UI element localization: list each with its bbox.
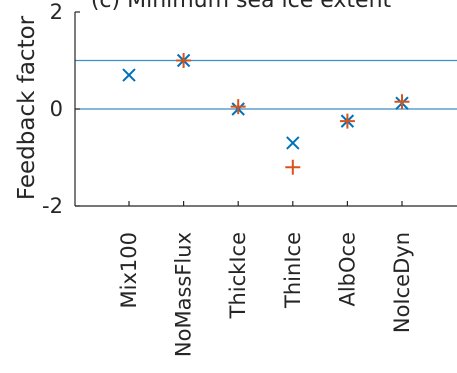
data-point-plus-marker: [285, 159, 301, 175]
data-point-plus-marker: [339, 113, 355, 129]
x-category-label: ThickIce: [226, 232, 250, 319]
x-category-label: ThinIce: [281, 232, 305, 309]
chart-title: (c) Minimum sea ice extent: [91, 0, 392, 13]
data-point-plus-marker: [394, 94, 410, 110]
data-point-x-marker: [286, 136, 300, 150]
data-point-x-marker: [122, 68, 136, 82]
y-axis-label: Feedback factor: [14, 15, 40, 200]
data-point-plus-marker: [230, 99, 246, 115]
x-category-label: Mix100: [117, 232, 141, 308]
x-category-label: AlbOce: [335, 232, 359, 307]
y-tick-label: 0: [50, 97, 63, 121]
x-category-label: NoIceDyn: [390, 232, 414, 333]
plot-area: 2 0 -2 Mix100 NoMassFlux ThickIce ThinIce AlbOc…: [42, 0, 457, 357]
data-point-plus-marker: [176, 53, 192, 68]
x-category-label: NoMassFlux: [172, 232, 196, 357]
y-tick-label: -2: [42, 194, 63, 218]
y-tick-label: 2: [50, 0, 63, 24]
